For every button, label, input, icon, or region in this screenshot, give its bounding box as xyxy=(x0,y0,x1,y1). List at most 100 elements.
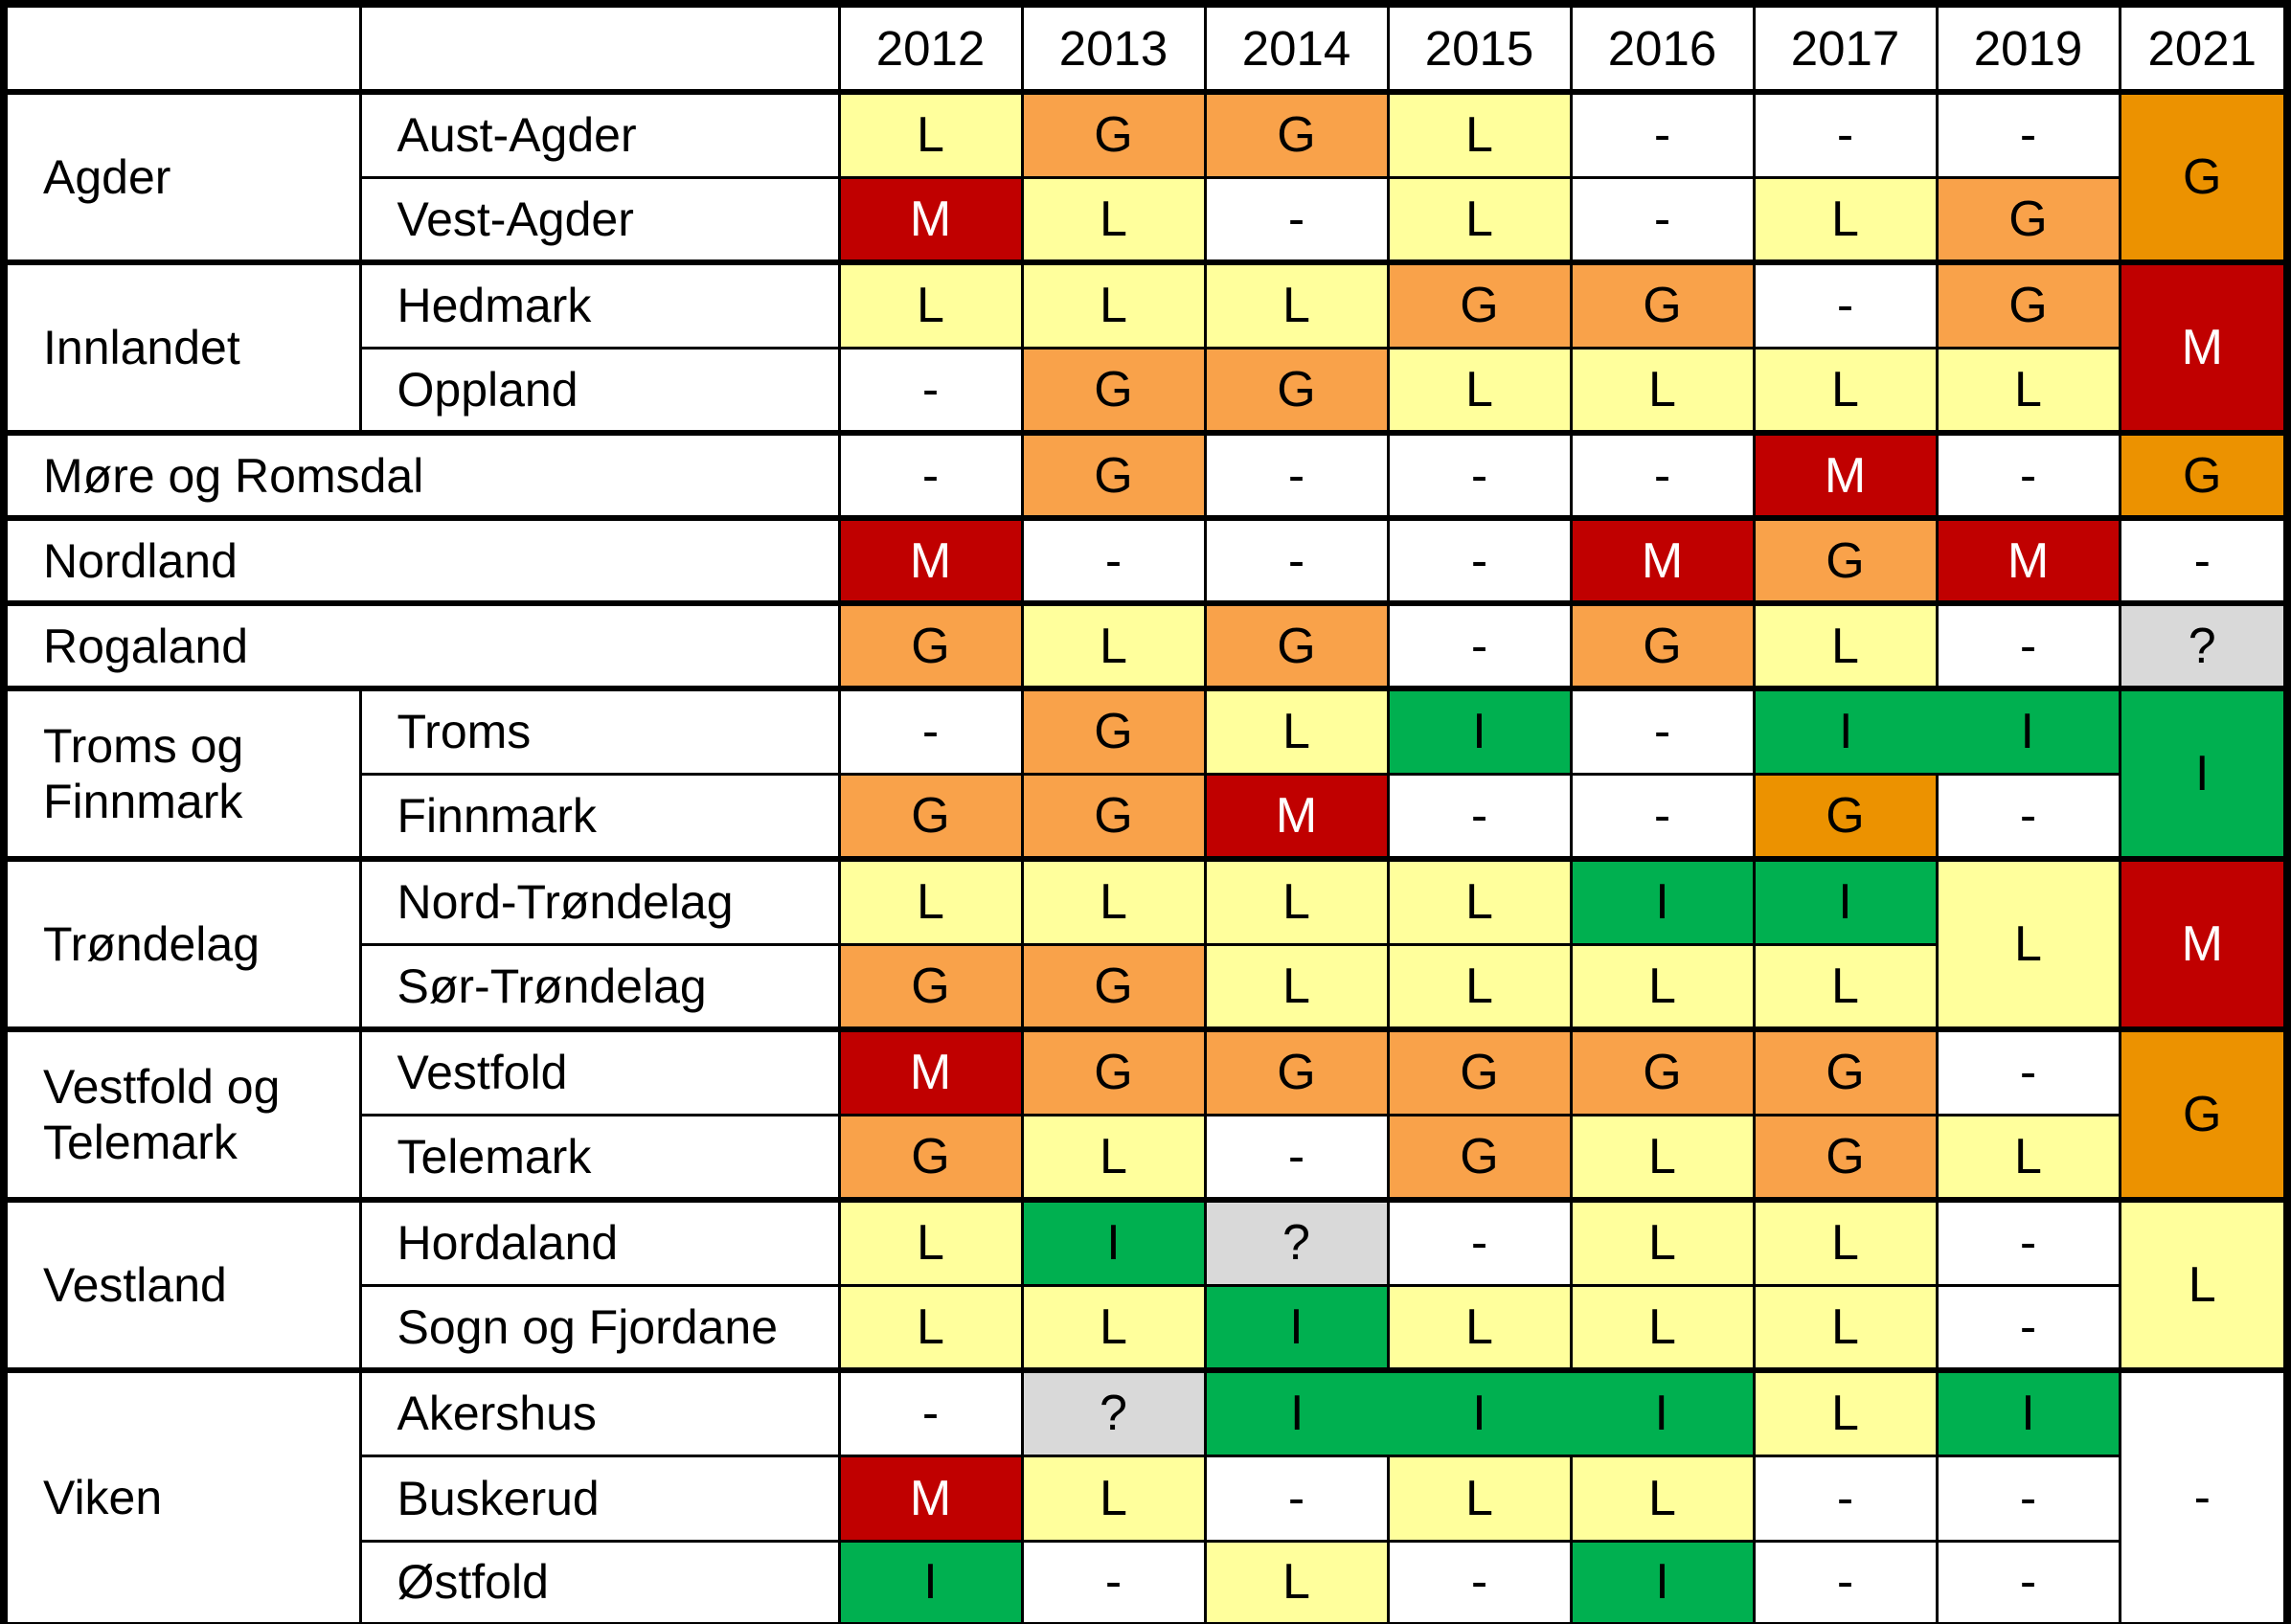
county-label-sogn-og-fjordane: Sogn og Fjordane xyxy=(358,1283,841,1372)
value-cell-vest-agder: M xyxy=(837,175,1024,264)
value-cell-aust-agder: G xyxy=(1203,89,1390,179)
value-cell-hedmark: L xyxy=(1203,259,1390,350)
value-cell-rogaland: G xyxy=(1569,600,1756,690)
header-year: 2014 xyxy=(1203,2,1390,95)
value-cell-akershus: - xyxy=(837,1367,1024,1457)
table-row: Nordland M - - - M G M - xyxy=(2,515,2289,605)
value-cell-sor-trondelag: L xyxy=(1203,942,1390,1031)
value-cell-more-og-romsdal: - xyxy=(837,430,1024,520)
value-cell-oppland: G xyxy=(1203,346,1390,435)
value-cell-ostfold: - xyxy=(1386,1539,1573,1624)
value-cell-hedmark: G xyxy=(1935,259,2121,350)
value-cell-sor-trondelag: G xyxy=(837,942,1024,1031)
value-cell-sogn-og-fjordane: I xyxy=(1203,1283,1390,1372)
value-cell-sogn-og-fjordane: - xyxy=(1935,1283,2121,1372)
value-cell-rogaland: L xyxy=(1752,600,1939,690)
value-cell-troms: G xyxy=(1020,686,1207,776)
value-cell-vest-agder: - xyxy=(1203,175,1390,264)
value-cell-sogn-og-fjordane: L xyxy=(1020,1283,1207,1372)
value-cell-nordland: - xyxy=(1386,515,1573,605)
county-label-akershus: Akershus xyxy=(358,1367,841,1457)
region-label-agder: Agder xyxy=(2,89,362,264)
county-label-vestfold: Vestfold xyxy=(358,1026,841,1116)
value-cell-nord-trondelag: L xyxy=(837,856,1024,946)
value-cell-hedmark: M xyxy=(2118,259,2289,435)
value-cell-sor-trondelag: L xyxy=(1569,942,1756,1031)
value-cell-telemark: L xyxy=(1569,1113,1756,1202)
header-year: 2013 xyxy=(1020,2,1207,95)
value-cell-ostfold: - xyxy=(1752,1539,1939,1624)
value-cell-hordaland: L xyxy=(2118,1197,2289,1372)
county-label-aust-agder: Aust-Agder xyxy=(358,89,841,179)
value-cell-vestfold: G xyxy=(1569,1026,1756,1116)
value-cell-vest-agder: L xyxy=(1386,175,1573,264)
county-label-finnmark: Finnmark xyxy=(358,772,841,861)
header-year: 2015 xyxy=(1386,2,1573,95)
county-label-telemark: Telemark xyxy=(358,1113,841,1202)
value-cell-more-og-romsdal: - xyxy=(1203,430,1390,520)
value-cell-hedmark: G xyxy=(1386,259,1573,350)
value-cell-sor-trondelag: L xyxy=(1752,942,1939,1031)
value-cell-hordaland: L xyxy=(837,1197,1024,1287)
value-cell-aust-agder: - xyxy=(1935,89,2121,179)
value-cell-nordland: - xyxy=(1020,515,1207,605)
value-cell-finnmark: - xyxy=(1935,772,2121,861)
region-label-trondelag: Trøndelag xyxy=(2,856,362,1031)
value-cell-more-og-romsdal: G xyxy=(2118,430,2289,520)
value-cell-aust-agder: G xyxy=(2118,89,2289,264)
value-cell-finnmark: G xyxy=(837,772,1024,861)
value-cell-aust-agder: - xyxy=(1569,89,1756,179)
value-cell-troms: L xyxy=(1203,686,1390,776)
value-cell-finnmark: - xyxy=(1386,772,1573,861)
value-cell-nordland: - xyxy=(2118,515,2289,605)
value-cell-troms: - xyxy=(837,686,1024,776)
value-cell-nordland: - xyxy=(1203,515,1390,605)
value-cell-buskerud: - xyxy=(1935,1454,2121,1543)
value-cell-rogaland: ? xyxy=(2118,600,2289,690)
value-cell-aust-agder: L xyxy=(837,89,1024,179)
header-blank-region xyxy=(2,2,362,95)
value-cell-vestfold: G xyxy=(1386,1026,1573,1116)
value-cell-nord-trondelag: L xyxy=(1386,856,1573,946)
value-cell-more-og-romsdal: G xyxy=(1020,430,1207,520)
region-label-nordland: Nordland xyxy=(2,515,841,605)
value-cell-vestfold: G xyxy=(1020,1026,1207,1116)
value-cell-nordland: M xyxy=(1935,515,2121,605)
value-cell-telemark: G xyxy=(837,1113,1024,1202)
region-label-innlandet: Innlandet xyxy=(2,259,362,435)
value-cell-vest-agder: L xyxy=(1020,175,1207,264)
value-cell-akershus: I xyxy=(1386,1367,1571,1457)
region-label-troms-og-finnmark: Troms og Finnmark xyxy=(2,686,362,861)
value-cell-nord-trondelag: M xyxy=(2118,856,2289,1031)
value-cell-buskerud: L xyxy=(1020,1454,1207,1543)
value-cell-aust-agder: L xyxy=(1386,89,1573,179)
table-row: Vestfold og Telemark Vestfold M G G G G G - G xyxy=(2,1026,2289,1202)
table-row: Sør-Trøndelag G G L L L L xyxy=(4,942,2287,1031)
value-cell-more-og-romsdal: - xyxy=(1935,430,2121,520)
table-row: Viken Akershus -? I I I L I - xyxy=(2,1367,2289,1624)
county-label-vest-agder: Vest-Agder xyxy=(358,175,841,264)
value-cell-nord-trondelag: L xyxy=(1020,856,1207,946)
region-label-vestland: Vestland xyxy=(2,1197,362,1372)
header-year: 2016 xyxy=(1569,2,1756,95)
value-cell-telemark: L xyxy=(1020,1113,1207,1202)
value-cell-oppland: L xyxy=(1386,346,1573,435)
value-cell-hedmark: L xyxy=(1020,259,1207,350)
value-cell-finnmark: M xyxy=(1203,772,1390,861)
table-row: Trøndelag Nord-Trøndelag L L L L I I L M xyxy=(2,856,2289,1031)
table-row: Sogn og Fjordane L L I L L L - xyxy=(4,1283,2287,1372)
value-cell-vestfold: - xyxy=(1935,1026,2121,1116)
table-row: Møre og Romsdal - G - - - M - G xyxy=(2,430,2289,520)
value-cell-nordland: M xyxy=(1569,515,1756,605)
header-year: 2021 xyxy=(2118,2,2289,95)
value-cell-more-og-romsdal: - xyxy=(1386,430,1573,520)
value-cell-finnmark: - xyxy=(1569,772,1756,861)
value-cell-aust-agder: G xyxy=(1020,89,1207,179)
county-label-troms: Troms xyxy=(358,686,841,776)
county-label-ostfold: Østfold xyxy=(358,1539,841,1624)
value-cell-nordland: G xyxy=(1752,515,1939,605)
value-cell-vest-agder: G xyxy=(1935,175,2121,264)
value-cell-sogn-og-fjordane: L xyxy=(837,1283,1024,1372)
value-cell-oppland: L xyxy=(1569,346,1756,435)
value-cell-hordaland: L xyxy=(1569,1197,1756,1287)
